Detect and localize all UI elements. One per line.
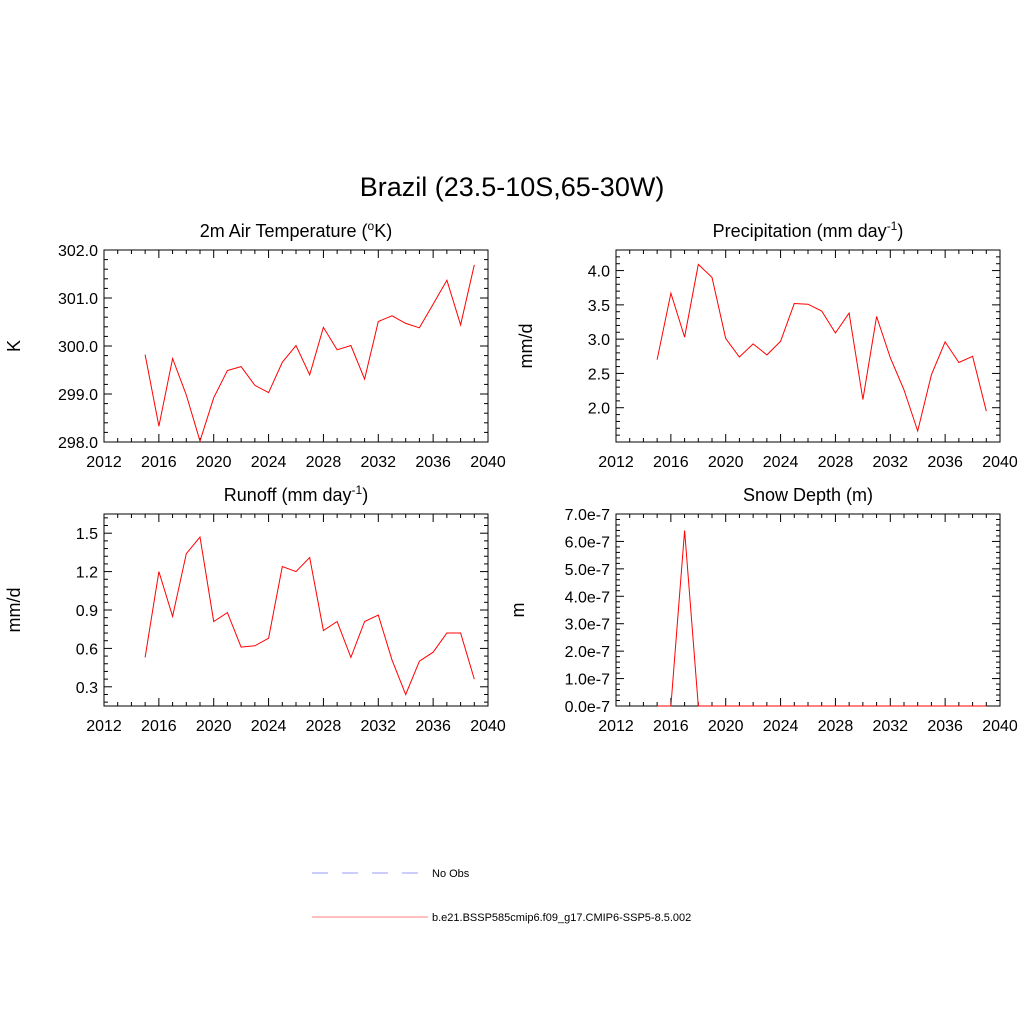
- panel-title-suffix: ): [897, 221, 903, 241]
- series-line: [656, 263, 987, 433]
- x-tick-label: 2032: [872, 718, 908, 735]
- x-tick-label: 2020: [708, 718, 744, 735]
- panel-2: 2012 2016 2020 2024 2028 2032 2036 2040 2.0 2.5 3.…: [516, 219, 1018, 471]
- x-tick-label: 2016: [653, 454, 689, 471]
- y-tick-label: 2.5: [588, 366, 610, 383]
- y-tick-label: 300.0: [58, 339, 98, 356]
- x-tick-label: 2016: [141, 718, 177, 735]
- y-axis-label: mm/d: [4, 588, 24, 633]
- y-tick-label: 3.0: [588, 332, 610, 349]
- x-tick-label: 2036: [927, 454, 963, 471]
- panel-4: 2012 2016 2020 2024 2028 2032 2036 2040 0.0e-7 1.…: [508, 485, 1018, 735]
- panel-title-text: Snow Depth (m): [743, 485, 873, 505]
- x-tick-label: 2040: [470, 454, 506, 471]
- panels: 2012 2016 2020 2024 2028 2032 2036 2040 298.0 299…: [4, 219, 1018, 735]
- legend-label-2: b.e21.BSSP585cmip6.f09_g17.CMIP6-SSP5-8.…: [432, 912, 691, 924]
- x-tick-label: 2020: [708, 454, 744, 471]
- x-tick-label: 2012: [598, 718, 634, 735]
- y-axis-label: m: [508, 603, 528, 618]
- series-line: [144, 264, 475, 443]
- x-tick-label: 2016: [653, 718, 689, 735]
- y-tick-label: 298.0: [58, 435, 98, 452]
- y-tick-label: 301.0: [58, 291, 98, 308]
- y-tick-label: 1.0e-7: [565, 672, 610, 689]
- x-tick-label: 2028: [306, 718, 342, 735]
- y-tick-label: 6.0e-7: [565, 534, 610, 551]
- y-tick-label: 2.0: [588, 401, 610, 418]
- y-tick-label: 1.5: [76, 526, 98, 543]
- y-tick-label: 299.0: [58, 387, 98, 404]
- y-tick-label: 0.3: [76, 680, 98, 697]
- x-tick-label: 2032: [872, 454, 908, 471]
- y-tick-label: 0.0e-7: [565, 699, 610, 716]
- y-axis-label: K: [4, 340, 24, 352]
- x-tick-label: 2028: [818, 454, 854, 471]
- panel-title-superscript: -1: [352, 483, 363, 497]
- y-tick-label: 5.0e-7: [565, 562, 610, 579]
- y-tick-label: 4.0e-7: [565, 589, 610, 606]
- y-tick-label: 3.5: [588, 298, 610, 315]
- y-tick-label: 0.9: [76, 603, 98, 620]
- panel-title-text: 2m Air Temperature (: [200, 221, 368, 241]
- x-tick-label: 2020: [196, 718, 232, 735]
- panel-title: Runoff (mm day-1): [224, 483, 368, 505]
- x-tick-label: 2020: [196, 454, 232, 471]
- panel-title-suffix: K): [374, 221, 392, 241]
- x-tick-label: 2012: [86, 718, 122, 735]
- x-tick-label: 2012: [598, 454, 634, 471]
- main-title: Brazil (23.5-10S,65-30W): [360, 172, 665, 202]
- y-tick-label: 1.2: [76, 565, 98, 582]
- x-tick-label: 2016: [141, 454, 177, 471]
- panel-title-text: Runoff (mm day: [224, 485, 352, 505]
- x-tick-label: 2024: [251, 454, 287, 471]
- panel-title-text: Precipitation (mm day: [713, 221, 887, 241]
- series-line: [144, 535, 475, 696]
- panel-3: 2012 2016 2020 2024 2028 2032 2036 2040 0.3 0.6 0.…: [4, 483, 506, 735]
- panel-title: 2m Air Temperature (oK): [200, 219, 392, 241]
- y-tick-label: 4.0: [588, 264, 610, 281]
- x-tick-label: 2024: [763, 718, 799, 735]
- x-tick-label: 2040: [982, 718, 1018, 735]
- x-tick-label: 2032: [360, 718, 396, 735]
- y-tick-label: 302.0: [58, 243, 98, 260]
- y-tick-label: 3.0e-7: [565, 617, 610, 634]
- y-tick-label: 0.6: [76, 641, 98, 658]
- panel-1: 2012 2016 2020 2024 2028 2032 2036 2040 298.0 299…: [4, 219, 506, 471]
- panel-title: Snow Depth (m): [743, 485, 873, 505]
- x-tick-label: 2036: [415, 454, 451, 471]
- x-tick-label: 2036: [415, 718, 451, 735]
- plot-frame: [615, 249, 1001, 443]
- x-tick-label: 2028: [818, 718, 854, 735]
- x-tick-label: 2040: [982, 454, 1018, 471]
- legend-label-1: No Obs: [432, 868, 470, 880]
- x-tick-label: 2040: [470, 718, 506, 735]
- x-tick-label: 2024: [251, 718, 287, 735]
- x-tick-label: 2036: [927, 718, 963, 735]
- series-line: [657, 530, 987, 707]
- y-tick-label: 2.0e-7: [565, 644, 610, 661]
- x-tick-label: 2032: [360, 454, 396, 471]
- y-axis-label: mm/d: [516, 324, 536, 369]
- y-tick-label: 7.0e-7: [565, 507, 610, 524]
- panel-title: Precipitation (mm day-1): [713, 219, 904, 241]
- x-tick-label: 2012: [86, 454, 122, 471]
- panel-title-suffix: ): [362, 485, 368, 505]
- legend: No Obs b.e21.BSSP585cmip6.f09_g17.CMIP6-S…: [312, 868, 691, 924]
- panel-title-superscript: o: [368, 219, 375, 233]
- x-tick-label: 2024: [763, 454, 799, 471]
- plot-frame: [103, 513, 489, 707]
- x-tick-label: 2028: [306, 454, 342, 471]
- panel-title-superscript: -1: [887, 219, 898, 233]
